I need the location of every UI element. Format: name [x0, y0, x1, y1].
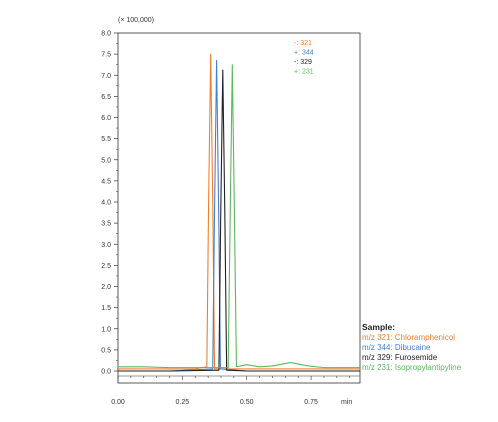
y-tick-label: 2.0 [101, 284, 111, 291]
y-multiplier-label: (× 100,000) [118, 17, 154, 24]
sample-mz: m/z 231: [362, 363, 395, 372]
sample-item: m/z 329: Furosemide [362, 353, 498, 363]
sample-compound: Chloramphenicol [394, 333, 455, 342]
x-tick-label: 0.75 [304, 399, 318, 406]
y-tick-label: 3.5 [101, 221, 111, 228]
sample-compound: Furosemide [394, 353, 438, 362]
y-tick-label: 7.0 [101, 73, 111, 80]
y-tick-label: 4.5 [101, 178, 111, 185]
y-tick-label: 1.0 [101, 326, 111, 333]
series-line-3 [118, 64, 360, 369]
y-axis: 0.0 0.5 1.0 1.5 2.0 2.5 3.0 3.5 4.0 4.5 5.0 5.5 6.0 6… [101, 31, 118, 376]
sample-title: Sample: [362, 322, 396, 332]
x-axis-label: min [341, 399, 352, 406]
sample-item: m/z 231: Isopropylantipyline [362, 363, 498, 373]
sample-mz: m/z 329: [362, 353, 395, 362]
legend-entry: -: 321 [294, 40, 312, 47]
y-tick-label: 2.5 [101, 263, 111, 270]
y-tick-label: 3.0 [101, 242, 111, 249]
sample-list: m/z 321: Chloramphenicol m/z 344: Dibucai… [362, 333, 498, 373]
y-tick-label: 8.0 [101, 31, 111, 38]
y-tick-label: 6.5 [101, 94, 111, 101]
plot-frame [117, 32, 361, 384]
y-tick-label: 1.5 [101, 305, 111, 312]
legend-entry: -: 329 [294, 59, 312, 66]
y-tick-label: 5.5 [101, 136, 111, 143]
y-tick-label: 0.0 [101, 369, 111, 376]
series-layer [118, 53, 360, 372]
series-line-2 [118, 69, 360, 372]
series-line-0 [118, 53, 360, 370]
x-tick-label: 0.25 [176, 399, 190, 406]
x-tick-label: 0.50 [240, 399, 254, 406]
sample-item: m/z 344: Dibucaine [362, 343, 498, 353]
series-line-1 [118, 59, 360, 372]
legend: -: 321 +: 344 -: 329 +: 231 [294, 40, 314, 76]
y-tick-label: 6.0 [101, 115, 111, 122]
y-tick-label: 4.0 [101, 200, 111, 207]
sample-mz: m/z 344: [362, 343, 395, 352]
sample-compound: Dibucaine [394, 343, 431, 352]
x-axis: 0.00 0.25 0.50 0.75 [111, 375, 360, 406]
sample-item: m/z 321: Chloramphenicol [362, 333, 498, 343]
x-tick-label: 0.00 [111, 399, 125, 406]
y-tick-label: 5.0 [101, 157, 111, 164]
sample-legend-panel: Sample: m/z 321: Chloramphenicol m/z 344:… [362, 322, 498, 373]
y-tick-label: 0.5 [101, 347, 111, 354]
legend-entry: +: 344 [294, 50, 314, 57]
sample-compound: Isopropylantipyline [394, 363, 462, 372]
legend-entry: +: 231 [294, 69, 314, 76]
sample-mz: m/z 321: [362, 333, 395, 342]
y-tick-label: 7.5 [101, 52, 111, 59]
